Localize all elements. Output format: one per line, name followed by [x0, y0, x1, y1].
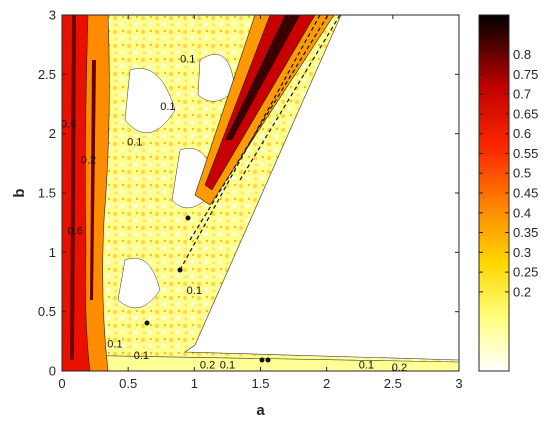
colorbar-tick-label: 0.75 [513, 67, 538, 82]
marker-point [265, 357, 271, 363]
contour-label: 0.6 [61, 119, 76, 131]
marker-points [144, 215, 271, 363]
contour-label: 0.2 [392, 362, 407, 374]
y-tick-label: 2.5 [38, 67, 56, 82]
region-left-band-core [62, 15, 91, 371]
x-tick-label: 0.5 [119, 376, 137, 391]
contour-fill: 0.1 0.1 0.1 0.1 0.6 0.6 0.2 0.2 0.1 0.1 0.2 0.1 0.1 [61, 15, 459, 374]
colorbar-tick-label: 0.4 [513, 205, 531, 220]
colorbar-tick-label: 0.2 [513, 284, 531, 299]
x-tick-label: 3 [455, 376, 462, 391]
colorbar-tick-label: 0.45 [513, 186, 538, 201]
y-axis-label: b [11, 188, 28, 197]
colorbar-tick-label: 0.25 [513, 265, 538, 280]
marker-point [259, 357, 265, 363]
x-axis-label: a [256, 402, 265, 419]
x-tick-label: 0 [58, 376, 65, 391]
region-lower-wedge [94, 15, 459, 371]
y-tick-label: 0 [49, 364, 56, 379]
region-bottom-strip [62, 354, 459, 371]
contour-label: 0.1 [134, 350, 149, 362]
colorbar-ticks: 0.2 0.25 0.3 0.35 0.4 0.45 0.5 0.55 0.6 0.65 0.7 0.… [479, 47, 538, 299]
y-tick-label: 0.5 [38, 304, 56, 319]
marker-point [185, 215, 191, 221]
x-tick-label: 1.5 [251, 376, 269, 391]
contour-label: 0.1 [107, 338, 122, 350]
contour-label: 0.2 [81, 154, 96, 166]
colorbar-tick-label: 0.35 [513, 225, 538, 240]
colorbar-tick-label: 0.65 [513, 106, 538, 121]
ridge-contour-lines [179, 15, 341, 271]
marker-point [144, 320, 150, 326]
contour-label: 0.1 [220, 360, 235, 372]
y-tick-label: 1 [49, 245, 56, 260]
colorbar-tick-label: 0.8 [513, 47, 531, 62]
colorbar-tick-label: 0.6 [513, 126, 531, 141]
y-tick-label: 2 [49, 126, 56, 141]
colorbar-tick-label: 0.7 [513, 87, 531, 102]
marker-point [177, 267, 183, 273]
contour-label: 0.1 [160, 101, 175, 113]
contour-label: 0.1 [127, 137, 142, 149]
contour-label: 0.1 [359, 360, 374, 372]
x-tick-label: 2 [323, 376, 330, 391]
colorbar-tick-label: 0.3 [513, 245, 531, 260]
contour-labels: 0.1 0.1 0.1 0.1 0.6 0.6 0.2 0.2 0.1 0.1 0.2 0.1 0.1 [61, 53, 407, 374]
y-tick-label: 3 [49, 8, 56, 23]
colorbar-tick-label: 0.5 [513, 166, 531, 181]
x-axis-ticks: 0 0.5 1 1.5 2 2.5 3 [58, 15, 463, 391]
x-tick-label: 2.5 [384, 376, 402, 391]
contour-label: 0.1 [187, 285, 202, 297]
contour-label: 0.6 [68, 226, 83, 238]
region-left-band-streaks [70, 15, 96, 360]
region-ridge-dark [225, 15, 300, 140]
y-axis-ticks: 0 0.5 1 1.5 2 2.5 3 [38, 8, 459, 379]
colorbar [478, 14, 510, 372]
colorbar-tick-label: 0.55 [513, 146, 538, 161]
contour-label: 0.2 [200, 360, 215, 372]
y-tick-label: 1.5 [38, 186, 56, 201]
x-tick-label: 1 [191, 376, 198, 391]
contour-label: 0.1 [180, 53, 195, 65]
region-ridge-core [204, 15, 316, 191]
